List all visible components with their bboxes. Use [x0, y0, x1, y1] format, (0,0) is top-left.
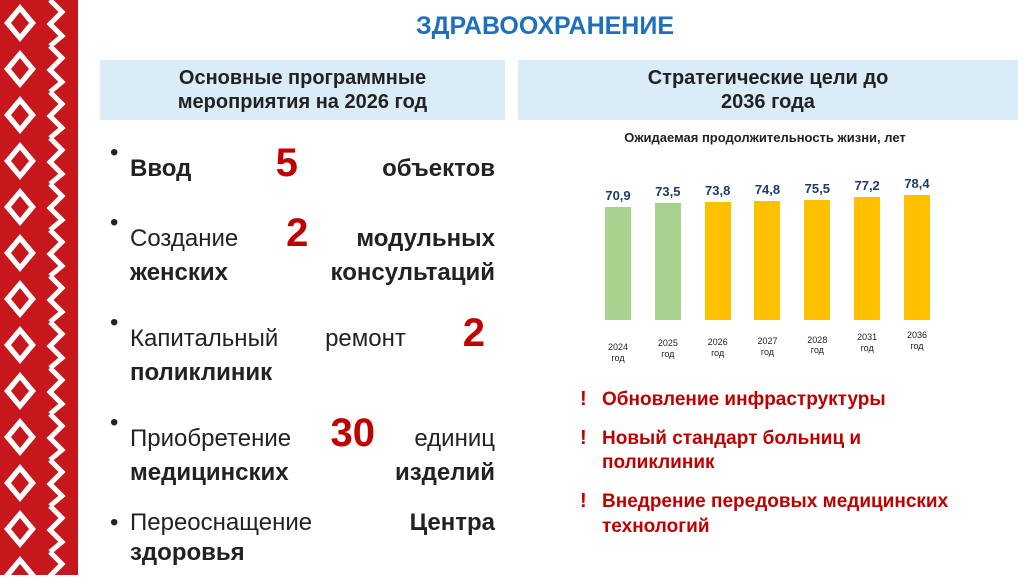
bar [654, 202, 681, 320]
bar [804, 199, 831, 320]
bar-column: 75,5 2028 год [804, 180, 831, 355]
bar [754, 200, 781, 320]
bar [605, 206, 631, 320]
value-label: 74,8 [754, 181, 781, 197]
text: Капитальный ремонт [130, 325, 406, 352]
big-number: 30 [330, 411, 375, 455]
x-tick-label: 2025 год [657, 337, 678, 359]
bold-text: поликлиник [130, 359, 273, 386]
x-tick-label: 2026 год [707, 337, 728, 359]
list-item: Создание 2 модульных женских консультаци… [110, 208, 495, 288]
text: Приобретение [130, 425, 292, 452]
chart-title: Ожидаемая продолжительность жизни, лет [624, 130, 906, 145]
bar-column: 73,8 2026 год [704, 183, 731, 358]
bar [903, 195, 930, 320]
bold-text: модульных женских консультаций [130, 225, 495, 286]
goal-list: Обновление инфраструктурыНовый стандарт … [578, 386, 1018, 553]
goal: Внедрение передовых медицинских технолог… [578, 488, 1022, 539]
value-label: 73,8 [705, 183, 731, 199]
bar-column: 70,9 2024 год [605, 187, 631, 363]
heading-text: Стратегические цели до 2036 года [647, 67, 889, 113]
text: единиц [414, 425, 495, 452]
list-item: Капитальный ремонт 2 поликлиник [110, 308, 495, 388]
x-tick-label: 2027 год [757, 335, 778, 357]
bold-text: медицинских изделий [130, 459, 495, 486]
goal: Обновление инфраструктуры [578, 386, 1022, 413]
bar [704, 202, 731, 320]
bar-column: 77,2 2031 год [854, 177, 881, 353]
value-label: 75,5 [804, 180, 830, 196]
chart: Ожидаемая продолжительность жизни, лет 7… [580, 130, 950, 363]
value-label: 77,2 [854, 177, 880, 193]
x-tick-label: 2031 год [857, 331, 878, 353]
value-label: 78,4 [904, 176, 930, 191]
bar-column: 78,4 2036 год [903, 176, 930, 351]
bar-column: 73,5 2025 год [654, 183, 681, 359]
bar-column: 74,8 2027 год [754, 181, 781, 357]
value-label: 73,5 [655, 183, 681, 199]
plot: 70,9 2024 год 73,5 2025 год 73,8 2026 год 74,8… [605, 170, 930, 363]
slide-title: ЗДРАВООХРАНЕНИЕ [415, 12, 674, 40]
bold-text: Центра здоровья [130, 509, 495, 566]
heading-text: Основные программные мероприятия на 2026… [177, 67, 428, 113]
value-label: 70,9 [605, 187, 631, 203]
big-number: 2 [462, 311, 485, 355]
x-tick-label: 2024 год [607, 341, 629, 363]
bold-text: Ввод [130, 155, 192, 182]
item-list: Ввод 5 объектов Создание 2 модульных жен… [110, 138, 495, 588]
ornament [0, 0, 78, 575]
big-number: 5 [275, 141, 298, 185]
list-item: Приобретение 30 единиц медицинских издел… [110, 408, 495, 488]
slide: ЗДРАВООХРАНЕНИЕ Основные программные мер… [0, 0, 1024, 575]
x-tick-label: 2028 год [807, 334, 828, 356]
x-tick-label: 2036 год [906, 330, 927, 351]
list-item: Переоснащение Центра здоровья [110, 508, 495, 568]
left-heading: Основные программные мероприятия на 2026… [100, 60, 505, 120]
bar [854, 196, 881, 320]
bold-text: объектов [382, 155, 496, 182]
right-heading: Стратегические цели до 2036 года [518, 60, 1018, 120]
big-number: 2 [286, 211, 309, 255]
goal: Новый стандарт больниц и поликлиник [578, 425, 902, 476]
text: Переоснащение [130, 509, 313, 536]
page: Slide {"title": "ЗДРАВООХРАНЕНИЕ", "left… [0, 0, 1024, 575]
text: Создание [130, 225, 239, 252]
list-item: Ввод 5 объектов [110, 138, 495, 188]
